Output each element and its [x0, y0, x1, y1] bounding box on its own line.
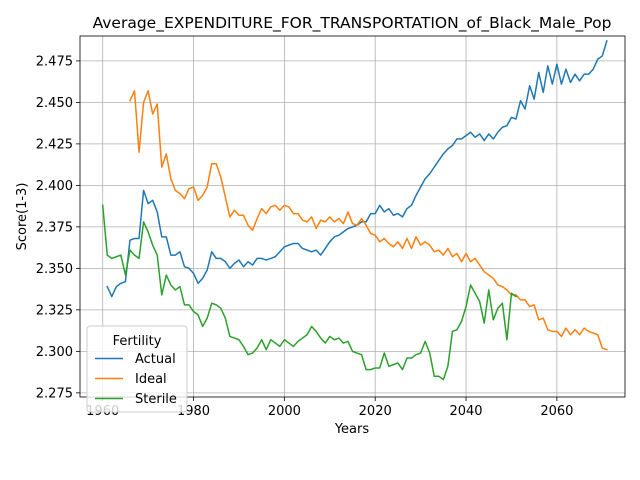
- legend-label: Actual: [135, 352, 176, 367]
- y-axis-title: Score(1-3): [15, 183, 30, 251]
- series-line-sterile: [101, 204, 518, 381]
- legend-items: Actual Ideal Sterile: [95, 352, 177, 407]
- y-tick-label: 2.425: [36, 137, 73, 152]
- y-tick-label: 2.350: [36, 262, 73, 277]
- y-tick-label: 2.400: [36, 179, 73, 194]
- y-tick-label: 2.475: [36, 54, 73, 69]
- legend-label: Ideal: [135, 372, 167, 387]
- y-tick-label: 2.375: [36, 220, 73, 235]
- y-tick-label: 2.325: [36, 303, 73, 318]
- legend: Fertility Actual Ideal Sterile: [86, 325, 188, 413]
- y-tick-label: 2.450: [36, 96, 73, 111]
- y-tick-label: 2.275: [36, 386, 73, 401]
- x-axis-title: Years: [334, 422, 370, 437]
- chart-title: Average_EXPENDITURE_FOR_TRANSPORTATION_o…: [93, 14, 612, 33]
- x-tick-label: 2020: [359, 404, 392, 419]
- x-tick-label: 2040: [449, 404, 482, 419]
- legend-item-sterile: Sterile: [95, 392, 177, 407]
- x-tick-label: 2000: [268, 404, 301, 419]
- legend-label: Sterile: [135, 392, 177, 407]
- legend-box: [86, 325, 188, 413]
- legend-item-ideal: Ideal: [95, 372, 167, 387]
- legend-title: Fertility: [113, 334, 162, 349]
- series-lines: [101, 40, 608, 381]
- series-line-ideal: [128, 90, 608, 351]
- axis-ticks: 1960198020002020204020602.2752.3002.3252…: [36, 54, 574, 419]
- plot-frame: [79, 35, 626, 398]
- x-tick-label: 2060: [540, 404, 573, 419]
- legend-item-actual: Actual: [95, 352, 176, 367]
- y-tick-label: 2.300: [36, 345, 73, 360]
